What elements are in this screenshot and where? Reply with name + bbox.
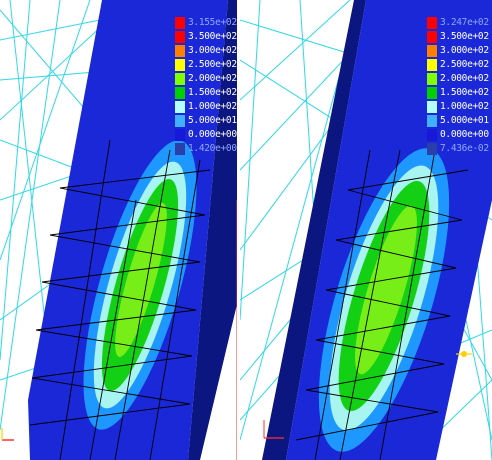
plate-edge xyxy=(188,0,238,460)
legend-min-row: 7.436e-02 xyxy=(427,142,489,156)
legend-label: 1.500e+02 xyxy=(188,87,237,98)
legend-min-row: 1.420e+00 xyxy=(175,142,237,156)
mesh-lines xyxy=(29,139,211,460)
legend-label: 1.000e+02 xyxy=(188,101,237,112)
legend-swatch xyxy=(175,31,185,43)
legend-row: 5.000e+01 xyxy=(427,114,489,128)
viewport-left[interactable]: 3.155e+02 3.500e+02 3.000e+02 2.500e+02 … xyxy=(0,0,238,460)
legend-label: 3.000e+02 xyxy=(188,45,237,56)
legend-label: 5.000e+01 xyxy=(188,115,237,126)
legend-label: 2.000e+02 xyxy=(188,73,237,84)
plate-edge xyxy=(262,0,366,460)
legend-label: 0.000e+00 xyxy=(188,129,237,140)
legend-swatch xyxy=(427,45,437,57)
legend-row: 3.500e+02 xyxy=(427,30,489,44)
legend-row: 3.000e+02 xyxy=(427,44,489,58)
legend-label: 3.500e+02 xyxy=(188,31,237,42)
legend-label: 1.500e+02 xyxy=(440,87,489,98)
legend-swatch xyxy=(175,115,185,127)
legend-min-label: 1.420e+00 xyxy=(188,143,237,154)
legend-max-row: 3.155e+02 xyxy=(175,16,237,30)
legend-swatch xyxy=(175,129,185,141)
legend-swatch xyxy=(175,87,185,99)
stress-contours xyxy=(318,148,450,452)
legend-max-label: 3.155e+02 xyxy=(188,17,237,28)
legend-label: 3.000e+02 xyxy=(440,45,489,56)
legend-swatch xyxy=(175,101,185,113)
legend-row: 1.500e+02 xyxy=(175,86,237,100)
legend-row: 1.500e+02 xyxy=(427,86,489,100)
legend-swatch xyxy=(427,87,437,99)
legend-row: 2.000e+02 xyxy=(427,72,489,86)
legend-swatch xyxy=(427,129,437,141)
fem-model-right[interactable] xyxy=(240,0,492,460)
legend-row: 2.500e+02 xyxy=(427,58,489,72)
legend-swatch xyxy=(175,143,185,155)
legend-label: 0.000e+00 xyxy=(440,129,489,140)
legend-swatch xyxy=(427,73,437,85)
legend-label: 2.500e+02 xyxy=(440,59,489,70)
legend-label: 2.500e+02 xyxy=(188,59,237,70)
legend-swatch xyxy=(175,45,185,57)
legend-row: 0.000e+00 xyxy=(427,128,489,142)
legend-swatch xyxy=(175,17,185,29)
legend-row: 5.000e+01 xyxy=(175,114,237,128)
legend-row: 0.000e+00 xyxy=(175,128,237,142)
color-legend-right: 3.247e+02 3.500e+02 3.000e+02 2.500e+02 … xyxy=(427,16,489,156)
legend-row: 3.000e+02 xyxy=(175,44,237,58)
legend-label: 2.000e+02 xyxy=(440,73,489,84)
legend-label: 3.500e+02 xyxy=(440,31,489,42)
legend-label: 1.000e+02 xyxy=(440,101,489,112)
legend-row: 1.000e+02 xyxy=(175,100,237,114)
legend-label: 5.000e+01 xyxy=(440,115,489,126)
legend-swatch xyxy=(427,31,437,43)
axis-triad-icon xyxy=(263,420,284,439)
legend-max-row: 3.247e+02 xyxy=(427,16,489,30)
color-legend-left: 3.155e+02 3.500e+02 3.000e+02 2.500e+02 … xyxy=(175,16,237,156)
legend-swatch xyxy=(427,115,437,127)
legend-swatch xyxy=(427,59,437,71)
point-marker-icon[interactable] xyxy=(456,351,472,357)
viewport-divider xyxy=(237,0,240,460)
legend-swatch xyxy=(175,59,185,71)
legend-max-label: 3.247e+02 xyxy=(440,17,489,28)
legend-swatch xyxy=(427,143,437,155)
legend-swatch xyxy=(427,101,437,113)
legend-row: 2.000e+02 xyxy=(175,72,237,86)
viewport-right[interactable]: 3.247e+02 3.500e+02 3.000e+02 2.500e+02 … xyxy=(240,0,492,460)
axis-triad-icon xyxy=(1,428,14,441)
mesh-lines xyxy=(295,149,469,460)
legend-swatch xyxy=(175,73,185,85)
legend-row: 3.500e+02 xyxy=(175,30,237,44)
legend-min-label: 7.436e-02 xyxy=(440,143,489,154)
legend-swatch xyxy=(427,17,437,29)
legend-row: 2.500e+02 xyxy=(175,58,237,72)
legend-row: 1.000e+02 xyxy=(427,100,489,114)
